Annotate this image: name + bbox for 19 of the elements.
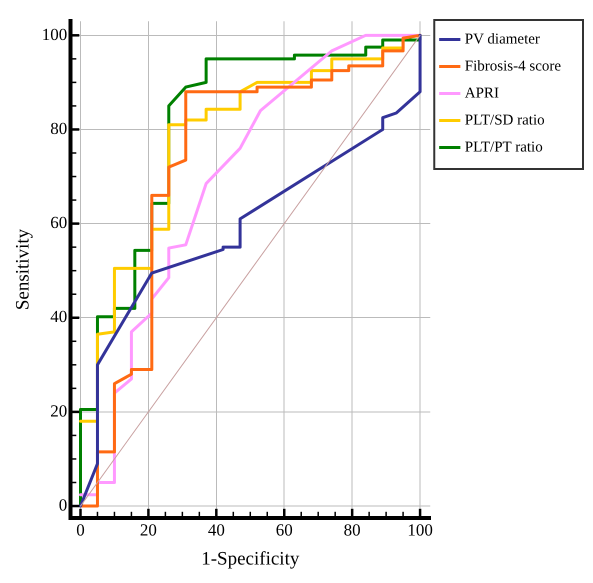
legend-label: PV diameter bbox=[464, 31, 540, 48]
legend-label: APRI bbox=[464, 85, 499, 102]
legend-label: Fibrosis-4 score bbox=[464, 58, 562, 74]
y-tick-label: 60 bbox=[50, 213, 68, 232]
y-axis-title: Sensitivity bbox=[12, 228, 34, 310]
x-tick-label: 80 bbox=[344, 520, 361, 540]
y-tick-label: 100 bbox=[42, 24, 68, 44]
x-tick-label: 60 bbox=[276, 520, 293, 540]
y-tick-label: 40 bbox=[50, 307, 68, 326]
y-tick-label: 0 bbox=[58, 496, 68, 514]
x-tick-label: 20 bbox=[140, 520, 157, 540]
legend-label: PLT/SD ratio bbox=[464, 112, 545, 128]
x-tick-label: 100 bbox=[407, 520, 433, 540]
x-axis-title: 1-Specificity bbox=[201, 548, 300, 570]
y-tick-label: 80 bbox=[50, 118, 68, 138]
x-tick-label: 0 bbox=[76, 520, 85, 540]
legend-label: PLT/PT ratio bbox=[464, 139, 543, 156]
y-tick-label: 20 bbox=[50, 401, 68, 420]
x-tick-label: 40 bbox=[208, 520, 225, 540]
